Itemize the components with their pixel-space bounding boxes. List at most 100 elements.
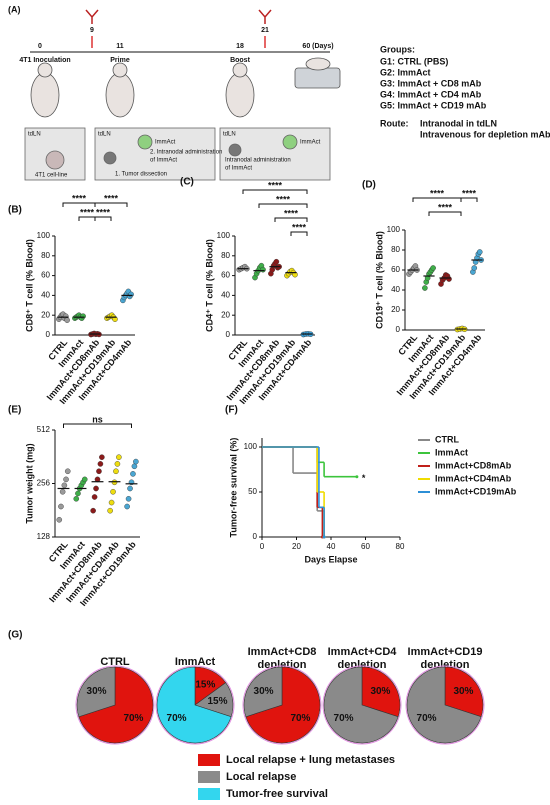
pie-value-label: 70% xyxy=(123,713,143,724)
box-text: 4T1 cell-line xyxy=(35,173,68,179)
pie-slice xyxy=(245,666,321,744)
pie-value-label: 30% xyxy=(254,686,274,697)
data-point xyxy=(113,468,119,475)
data-point xyxy=(58,503,64,510)
y-axis-label: CD4⁺ T cell (% Blood) xyxy=(204,239,214,332)
day-label: 60 (Days) xyxy=(302,43,333,50)
pie-slice xyxy=(76,666,116,718)
pie-value-label: 70% xyxy=(290,713,310,724)
y-tick-label: 60 xyxy=(41,271,50,280)
data-point xyxy=(97,461,104,467)
y-tick-label: 20 xyxy=(41,310,50,319)
significance-bracket xyxy=(258,203,308,208)
data-point xyxy=(125,495,132,502)
pie-title: CTRL xyxy=(100,656,130,668)
y-tick-label: 0 xyxy=(396,325,401,334)
x-tick-label: 0 xyxy=(260,542,265,551)
route-title: Route: xyxy=(380,118,409,128)
antibody-icons xyxy=(85,9,272,48)
panel-label: (C) xyxy=(180,177,194,188)
significance-bracket xyxy=(94,216,112,221)
legend-label: Local relapse + lung metastases xyxy=(226,754,395,766)
panel-label: (E) xyxy=(8,405,21,416)
significance-label: **** xyxy=(96,207,111,217)
y-tick-label: 512 xyxy=(37,425,51,434)
box-text: tdLN xyxy=(28,132,41,138)
y-tick-label: 40 xyxy=(221,291,230,300)
significance-label: **** xyxy=(462,188,477,198)
significance-label: **** xyxy=(284,208,299,218)
mouse-icons xyxy=(30,57,341,118)
x-tick-label: 80 xyxy=(396,542,405,551)
significance-bracket xyxy=(78,216,96,221)
data-point xyxy=(75,490,81,497)
y-tick-label: 80 xyxy=(221,251,230,260)
day-label: 9 xyxy=(90,27,94,34)
data-point xyxy=(124,503,130,510)
panel-label: (A) xyxy=(8,4,21,14)
group-label: G5: ImmAct + CD19 mAb xyxy=(380,100,487,110)
pie-value-label: 15% xyxy=(195,679,215,690)
pie-slice xyxy=(78,666,154,744)
annotation: * xyxy=(362,473,366,483)
panel-label: (F) xyxy=(225,405,238,416)
pie-slice xyxy=(361,666,401,718)
day-label: 18 xyxy=(236,43,244,50)
data-point xyxy=(292,271,298,278)
pie-slice xyxy=(323,666,399,744)
y-tick-label: 50 xyxy=(248,487,257,496)
box-text: Intranodal administration xyxy=(225,158,291,164)
pie-outline xyxy=(242,665,322,745)
significance-label: **** xyxy=(80,207,95,217)
significance-bracket xyxy=(274,217,308,222)
data-point xyxy=(107,507,113,514)
data-point xyxy=(130,471,136,477)
route-label: Intravenous for depletion mAbs xyxy=(420,129,550,139)
data-point xyxy=(108,499,115,506)
y-axis-label: Tumor-free survival (%) xyxy=(228,438,238,538)
data-point xyxy=(273,258,280,265)
data-point xyxy=(260,266,266,273)
pie-outline xyxy=(155,665,235,745)
data-point xyxy=(64,317,70,323)
data-point xyxy=(63,476,69,483)
day-label: 21 xyxy=(261,27,269,34)
significance-bracket xyxy=(242,189,308,194)
pie-outline xyxy=(405,665,485,745)
data-point xyxy=(127,485,133,492)
legend-label: ImmAct+CD4mAb xyxy=(435,473,512,483)
data-point xyxy=(471,265,478,271)
data-point xyxy=(131,463,138,470)
significance-label: **** xyxy=(438,202,453,212)
legend-label: ImmAct xyxy=(435,447,468,457)
y-tick-label: 60 xyxy=(391,265,400,274)
significance-bracket xyxy=(428,211,462,216)
box-text: 1. Tumor dissection xyxy=(115,172,167,178)
y-axis-label: CD8⁺ T cell (% Blood) xyxy=(24,239,34,332)
data-point xyxy=(430,265,436,271)
data-point xyxy=(59,488,66,495)
box-text: of ImmAct xyxy=(225,166,252,172)
y-tick-label: 100 xyxy=(37,231,51,240)
legend-label: Local relapse xyxy=(226,771,296,783)
pie-value-label: 70% xyxy=(334,713,354,724)
y-tick-label: 40 xyxy=(391,285,400,294)
schematic-boxes xyxy=(24,127,331,181)
y-tick-label: 100 xyxy=(387,225,401,234)
event-label: Prime xyxy=(110,57,130,64)
survival-end xyxy=(322,535,326,539)
box-text: tdLN xyxy=(98,132,111,138)
data-point xyxy=(93,485,99,492)
pie-title: ImmAct+CD4 xyxy=(328,646,398,658)
data-point xyxy=(110,488,116,495)
pie-title: ImmAct xyxy=(175,656,216,668)
x-tick-label: 60 xyxy=(361,542,370,551)
pie-slice xyxy=(444,666,484,718)
pie-value-label: 70% xyxy=(417,713,437,724)
y-tick-label: 40 xyxy=(41,291,50,300)
significance-label: **** xyxy=(430,188,445,198)
y-tick-label: 100 xyxy=(217,231,231,240)
data-point xyxy=(116,454,122,460)
pie-slice xyxy=(406,666,482,744)
pie-outline xyxy=(75,665,155,745)
